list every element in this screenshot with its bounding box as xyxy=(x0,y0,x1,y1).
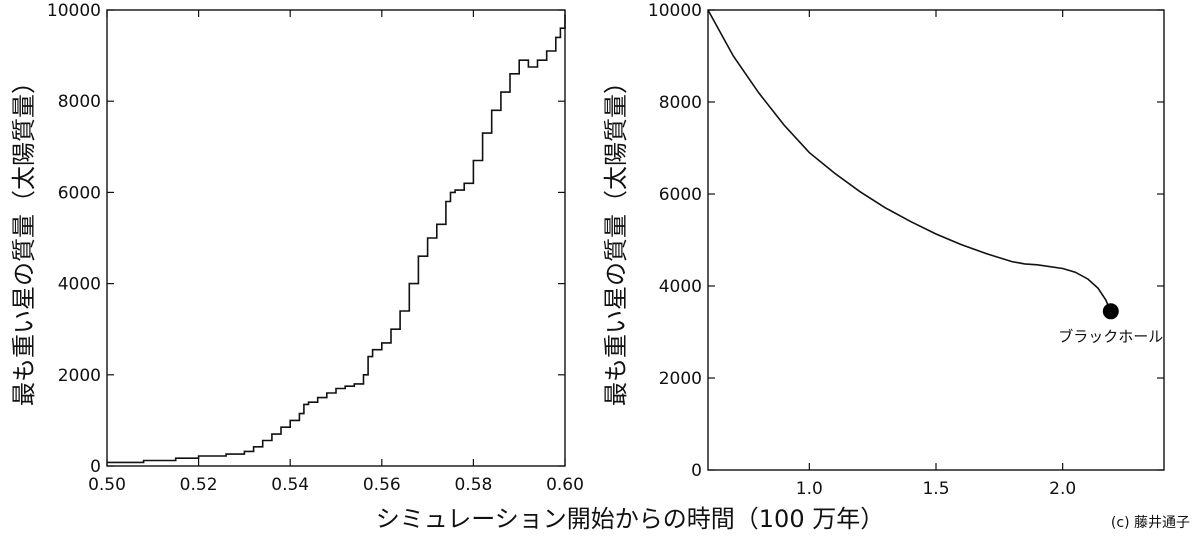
y-tick-label: 0 xyxy=(90,457,101,477)
y-tick-label: 4000 xyxy=(58,275,101,295)
left-plot-frame xyxy=(106,9,566,467)
y-tick-label: 2000 xyxy=(58,366,101,386)
y-tick-label: 2000 xyxy=(659,369,702,389)
right-plot-frame xyxy=(707,9,1165,471)
y-tick-label: 6000 xyxy=(58,183,101,203)
left-ylabel: 最も重い星の質量（太陽質量） xyxy=(10,70,38,406)
x-tick-label: 0.54 xyxy=(271,475,309,495)
right-ticks: 1.0 1.5 2.0 0 2000 4000 6000 8000 10000 xyxy=(648,1,1164,499)
y-tick-label: 0 xyxy=(691,461,702,481)
x-tick-label: 0.56 xyxy=(363,475,401,495)
right-series-line xyxy=(707,9,1112,312)
right-ylabel: 最も重い星の質量（太陽質量） xyxy=(602,70,630,406)
y-tick-label: 10000 xyxy=(648,1,702,21)
y-tick-label: 10000 xyxy=(47,1,101,21)
left-ticks: 0.50 0.52 0.54 0.56 0.58 0.60 0 2000 4000 6000 800… xyxy=(47,1,584,495)
x-tick-label: 0.60 xyxy=(546,475,584,495)
x-tick-label: 0.52 xyxy=(180,475,218,495)
x-tick-label: 1.0 xyxy=(796,479,823,499)
x-tick-label: 2.0 xyxy=(1049,479,1076,499)
x-tick-label: 0.58 xyxy=(454,475,492,495)
left-series-line xyxy=(107,14,566,464)
y-tick-label: 8000 xyxy=(58,92,101,112)
black-hole-label: ブラックホール xyxy=(1058,327,1163,345)
x-axis-label: シミュレーション開始からの時間（100 万年） xyxy=(376,505,884,533)
black-hole-marker xyxy=(1102,303,1119,320)
y-tick-label: 8000 xyxy=(659,93,702,113)
y-tick-label: 4000 xyxy=(659,277,702,297)
left-panel: 0.50 0.52 0.54 0.56 0.58 0.60 0 2000 4000 6000 800… xyxy=(10,1,584,495)
x-tick-label: 0.50 xyxy=(88,475,126,495)
x-tick-label: 1.5 xyxy=(922,479,949,499)
y-tick-label: 6000 xyxy=(659,185,702,205)
credit-text: (c) 藤井通子 xyxy=(1111,515,1190,531)
